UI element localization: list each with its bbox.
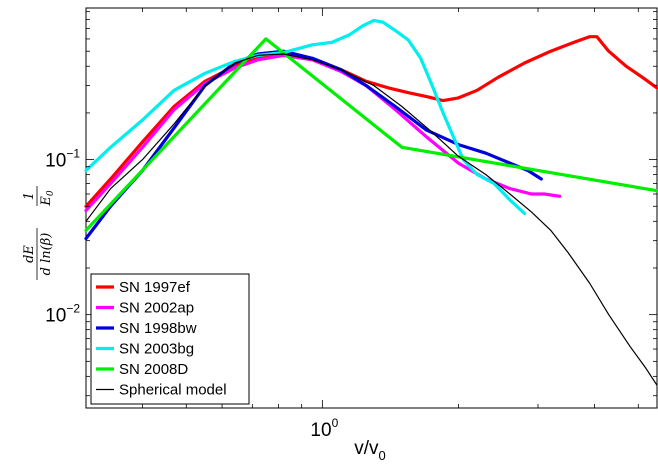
- x-axis-label-main: v/v: [354, 438, 379, 459]
- legend-label-1: SN 2002ap: [119, 300, 194, 317]
- series-line-2: [84, 49, 543, 241]
- x-axis-label-sub: 0: [379, 448, 386, 463]
- x-tick-label-0: 100: [310, 416, 338, 441]
- ylabel-den2: E0: [39, 190, 56, 207]
- legend-label-0: SN 1997ef: [119, 279, 191, 296]
- series-line-4: [84, 37, 658, 232]
- legend-box: [90, 273, 250, 405]
- legend-label-2: SN 1998bw: [119, 320, 197, 337]
- x-tick-label-0-exp: 0: [332, 416, 339, 430]
- legend-label-3: SN 2003bg: [119, 341, 194, 358]
- ylabel-num1: dE: [22, 245, 37, 263]
- ylabel-den1: d ln(β): [39, 233, 54, 276]
- x-tick-label-0-base: 10: [310, 420, 331, 441]
- ylabel-den2-main: E: [39, 196, 54, 207]
- y-tick-label-1: 10−2: [45, 302, 80, 327]
- ylabel-den2-sub: 0: [46, 190, 56, 196]
- series-line-5: [85, 53, 658, 386]
- x-axis-label: v/v0: [354, 438, 386, 463]
- legend: SN 1997ef SN 2002ap SN 1998bw SN 2003bg SN 2…: [90, 273, 250, 405]
- legend-label-5: Spherical model: [119, 382, 227, 399]
- legend-label-4: SN 2008D: [119, 361, 188, 378]
- y-tick-label-1-exp: −2: [66, 302, 80, 316]
- y-tick-label-0-exp: −1: [66, 147, 80, 161]
- y-tick-label-0-base: 10: [45, 151, 66, 172]
- y-tick-label-1-base: 10: [45, 306, 66, 327]
- y-axis-label: dE d ln(β) 1 E0: [22, 186, 56, 280]
- ylabel-num2: 1: [22, 192, 37, 200]
- y-tick-label-0: 10−1: [45, 147, 80, 172]
- series-layer: [84, 18, 658, 386]
